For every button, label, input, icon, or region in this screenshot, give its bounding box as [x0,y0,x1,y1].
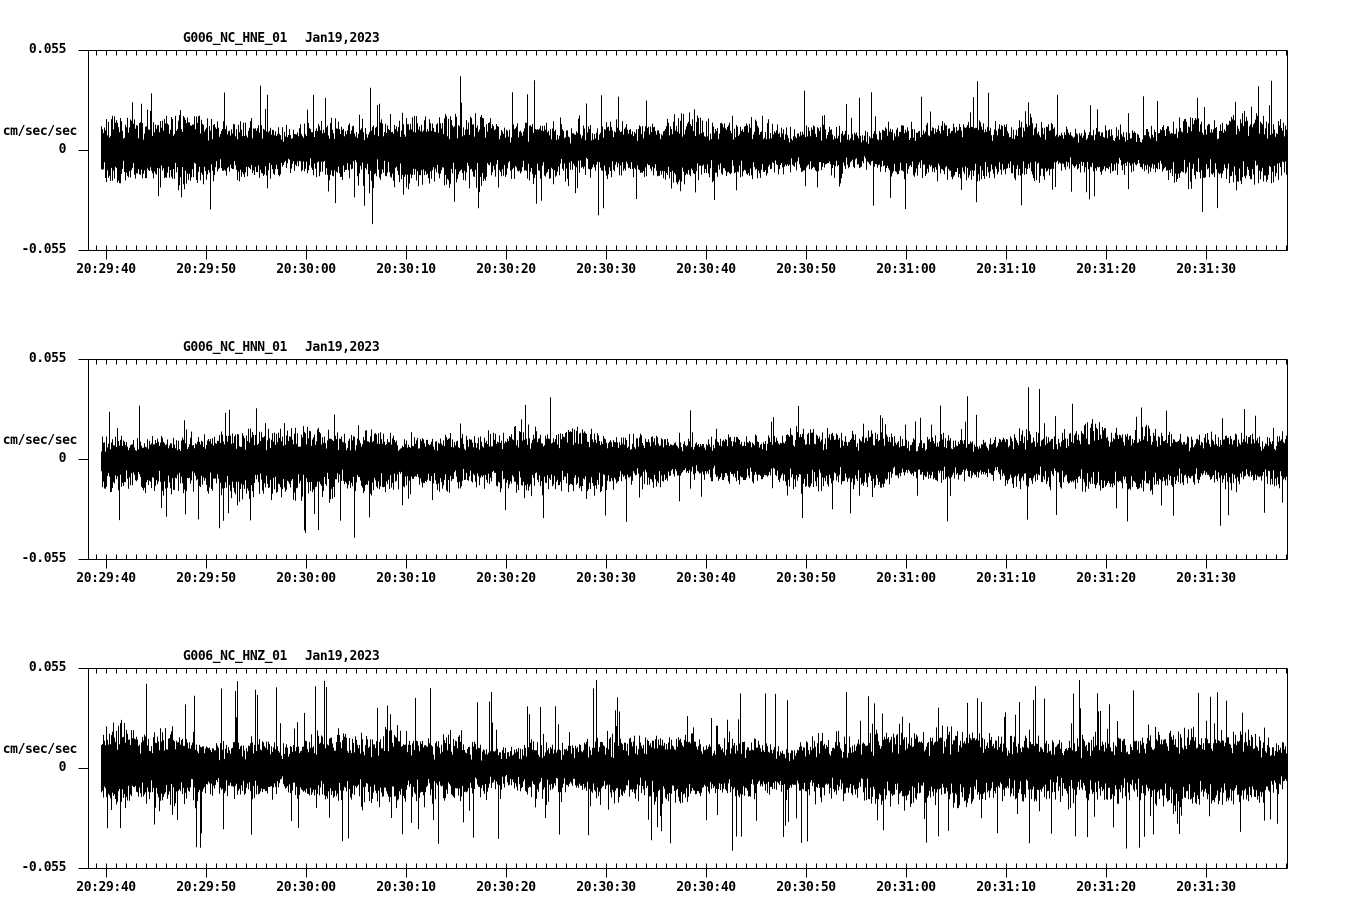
trace-title: G006_NC_HNE_01 Jan19,2023 [183,31,380,47]
x-tick-label: 20:31:00 [876,880,936,895]
x-tick-label: 20:31:00 [876,571,936,586]
x-tick-label: 20:29:40 [76,262,136,277]
trace-title: G006_NC_HNN_01 Jan19,2023 [183,340,380,356]
x-tick-label: 20:31:10 [976,262,1036,277]
x-tick-label: 20:31:10 [976,880,1036,895]
x-tick-label: 20:30:40 [676,262,736,277]
x-tick-label: 20:30:50 [776,571,836,586]
y-tick-label-top: 0.055 [28,42,67,57]
trace-title: G006_NC_HNZ_01 Jan19,2023 [183,649,380,665]
y-tick-label-bottom: -0.055 [21,551,66,566]
x-tick-label: 20:30:20 [476,262,536,277]
y-tick-label-top: 0.055 [28,351,67,366]
x-axis-tick-labels: 20:29:40 20:29:50 20:30:00 20:30:10 20:30:20… [0,262,1358,278]
y-tick-label-bottom: -0.055 [21,860,66,875]
trace-station-label: G006_NC_HNN_01 [183,340,287,355]
x-tick-label: 20:30:30 [576,880,636,895]
waveform-trace-G006_NC_HNZ_01 [101,680,1287,851]
x-axis-tick-labels: 20:29:40 20:29:50 20:30:00 20:30:10 20:30:20… [0,880,1358,896]
trace-date-label: Jan19,2023 [304,649,380,664]
trace-station-label: G006_NC_HNZ_01 [183,649,287,664]
x-tick-label: 20:30:40 [676,571,736,586]
x-tick-label: 20:30:20 [476,571,536,586]
x-tick-label: 20:31:20 [1076,880,1136,895]
axes-frame-0 [78,50,1288,260]
y-tick-label-top: 0.055 [28,660,67,675]
trace-station-label: G006_NC_HNE_01 [183,31,287,46]
y-axis-units-label: cm/sec/sec [2,124,78,139]
x-tick-label: 20:30:20 [476,880,536,895]
x-tick-label: 20:29:40 [76,571,136,586]
x-tick-label: 20:31:30 [1176,880,1236,895]
x-tick-label: 20:30:10 [376,880,436,895]
waveform-trace-G006_NC_HNE_01 [101,76,1287,225]
x-tick-label: 20:31:00 [876,262,936,277]
x-tick-label: 20:30:30 [576,262,636,277]
axes-frame-2 [78,668,1288,878]
x-tick-label: 20:29:50 [176,571,236,586]
trace-date-label: Jan19,2023 [304,340,380,355]
x-tick-label: 20:29:40 [76,880,136,895]
x-tick-label: 20:30:00 [276,571,336,586]
x-tick-label: 20:30:50 [776,880,836,895]
x-tick-label: 20:31:20 [1076,262,1136,277]
x-tick-label: 20:31:30 [1176,262,1236,277]
y-tick-label-bottom: -0.055 [21,242,66,257]
waveform-trace-G006_NC_HNN_01 [101,387,1287,538]
x-tick-label: 20:29:50 [176,880,236,895]
x-tick-label: 20:30:10 [376,571,436,586]
y-tick-label-zero: 0 [58,451,67,466]
x-tick-label: 20:30:00 [276,880,336,895]
y-tick-label-zero: 0 [58,142,67,157]
x-tick-label: 20:30:50 [776,262,836,277]
y-axis-units-label: cm/sec/sec [2,742,78,757]
trace-date-label: Jan19,2023 [304,31,380,46]
x-tick-label: 20:30:10 [376,262,436,277]
x-tick-label: 20:31:30 [1176,571,1236,586]
x-axis-tick-labels: 20:29:40 20:29:50 20:30:00 20:30:10 20:30:20… [0,571,1358,587]
x-tick-label: 20:30:00 [276,262,336,277]
axes-frame-1 [78,359,1288,569]
x-tick-label: 20:31:20 [1076,571,1136,586]
x-tick-label: 20:31:10 [976,571,1036,586]
y-tick-label-zero: 0 [58,760,67,775]
x-tick-label: 20:30:30 [576,571,636,586]
y-axis-units-label: cm/sec/sec [2,433,78,448]
x-tick-label: 20:29:50 [176,262,236,277]
x-tick-label: 20:30:40 [676,880,736,895]
